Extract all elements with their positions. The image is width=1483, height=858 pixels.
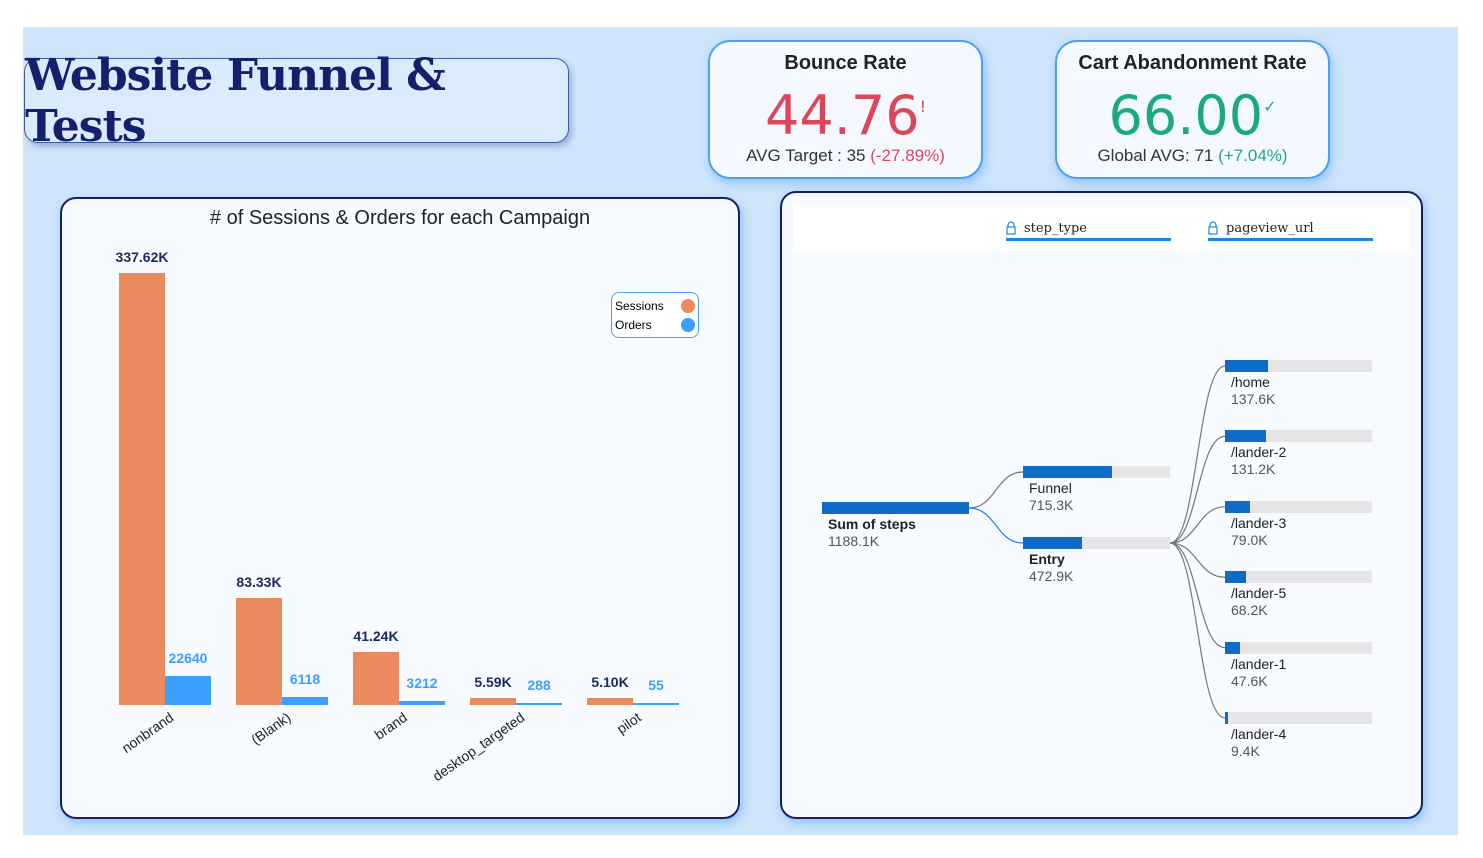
level-step-type[interactable]: step_type xyxy=(1006,221,1171,241)
tree-link xyxy=(1169,435,1226,544)
legend-dot-icon xyxy=(681,317,695,332)
page-node-bar[interactable] xyxy=(1225,571,1372,584)
tree-header: step_type pageview_url xyxy=(794,205,1411,251)
sessions-bar[interactable] xyxy=(470,697,516,705)
check-icon: ✓ xyxy=(1263,97,1277,116)
data-label: 3212 xyxy=(406,674,438,691)
orders-bar[interactable] xyxy=(399,700,445,705)
chart-legend[interactable]: Sessions Orders xyxy=(611,292,699,338)
data-label: 83.33K xyxy=(236,574,282,591)
legend-sessions: Sessions xyxy=(615,296,695,315)
tree-link xyxy=(968,507,1024,544)
orders-bar[interactable] xyxy=(165,676,211,705)
sessions-bar[interactable] xyxy=(119,273,165,705)
page-node-label: /lander-5 68.2K xyxy=(1231,585,1287,619)
kpi-value: 44.76! xyxy=(764,84,926,147)
page-node-label: /home 137.6K xyxy=(1231,374,1276,407)
cart-abandonment-card: Cart Abandonment Rate 66.00✓ Global AVG:… xyxy=(1055,40,1330,179)
root-node-label: Sum of steps 1188.1K xyxy=(828,516,916,549)
orders-bar[interactable] xyxy=(282,697,328,705)
orders-bar[interactable] xyxy=(516,703,562,705)
tree-link xyxy=(968,471,1024,509)
category-label: nonbrand xyxy=(118,709,177,757)
page-node-bar[interactable] xyxy=(1225,641,1372,654)
step-node-bar[interactable] xyxy=(1023,537,1170,549)
kpi-title: Cart Abandonment Rate xyxy=(1078,52,1307,74)
kpi-subtitle: AVG Target : 35 (-27.89%) xyxy=(746,146,945,165)
legend-orders: Orders xyxy=(615,315,695,334)
lock-icon xyxy=(1208,221,1218,235)
data-label: 288 xyxy=(527,677,551,693)
page-title: Website Funnel & Tests xyxy=(25,49,446,152)
data-label: 6118 xyxy=(289,671,321,688)
step-node-label: Funnel 715.3K xyxy=(1029,480,1074,513)
tree-link xyxy=(1169,542,1226,719)
data-label: 5.10K xyxy=(591,674,629,691)
campaign-bar-chart: # of Sessions & Orders for each Campaign… xyxy=(60,197,740,819)
orders-bar[interactable] xyxy=(633,703,679,705)
page-node-label: /lander-2 131.2K xyxy=(1231,444,1287,478)
sessions-bar[interactable] xyxy=(236,598,282,705)
tree-link xyxy=(1169,542,1226,578)
tree-links xyxy=(968,365,1226,719)
dashboard-title-box: Website Funnel & Tests xyxy=(24,50,569,152)
page-node-label: /lander-3 79.0K xyxy=(1231,514,1287,548)
category-label: brand xyxy=(371,709,411,743)
page-node-bar[interactable] xyxy=(1225,360,1372,372)
data-label: 337.62K xyxy=(115,249,169,265)
page-node-label: /lander-4 9.4K xyxy=(1231,726,1287,759)
chart-title: # of Sessions & Orders for each Campaign xyxy=(209,207,591,229)
kpi-title: Bounce Rate xyxy=(784,52,907,74)
step-node-bar[interactable] xyxy=(1023,466,1170,478)
legend-dot-icon xyxy=(681,298,695,313)
kpi-subtitle: Global AVG: 71 (+7.04%) xyxy=(1097,146,1288,165)
data-label: 41.24K xyxy=(353,628,399,645)
data-label: 55 xyxy=(648,677,664,693)
sessions-bar[interactable] xyxy=(587,698,633,705)
kpi-value: 66.00✓ xyxy=(1108,84,1277,147)
page-node-bar[interactable] xyxy=(1225,500,1372,513)
category-label: (Blank) xyxy=(247,709,294,748)
root-node-bar[interactable] xyxy=(822,502,969,514)
tree-link xyxy=(1169,365,1226,544)
tree-link xyxy=(1169,542,1226,649)
category-label: desktop_targeted xyxy=(429,709,528,785)
alert-icon: ! xyxy=(919,97,926,116)
category-label: pilot xyxy=(613,709,645,737)
data-label: 22640 xyxy=(168,650,208,667)
decomposition-tree: step_type pageview_url Sum of steps 1188.… xyxy=(780,191,1423,819)
lock-icon xyxy=(1006,221,1016,235)
level-pageview-url[interactable]: pageview_url xyxy=(1208,221,1373,241)
page-node-bar[interactable] xyxy=(1225,430,1372,443)
bounce-rate-card: Bounce Rate 44.76! AVG Target : 35 (-27.… xyxy=(708,40,983,179)
data-label: 5.59K xyxy=(474,673,512,690)
step-node-label: Entry 472.9K xyxy=(1029,551,1074,584)
page-node-bar[interactable] xyxy=(1225,712,1372,724)
tree-link xyxy=(1169,506,1226,544)
page-node-label: /lander-1 47.6K xyxy=(1231,655,1287,689)
sessions-bar[interactable] xyxy=(353,652,399,705)
